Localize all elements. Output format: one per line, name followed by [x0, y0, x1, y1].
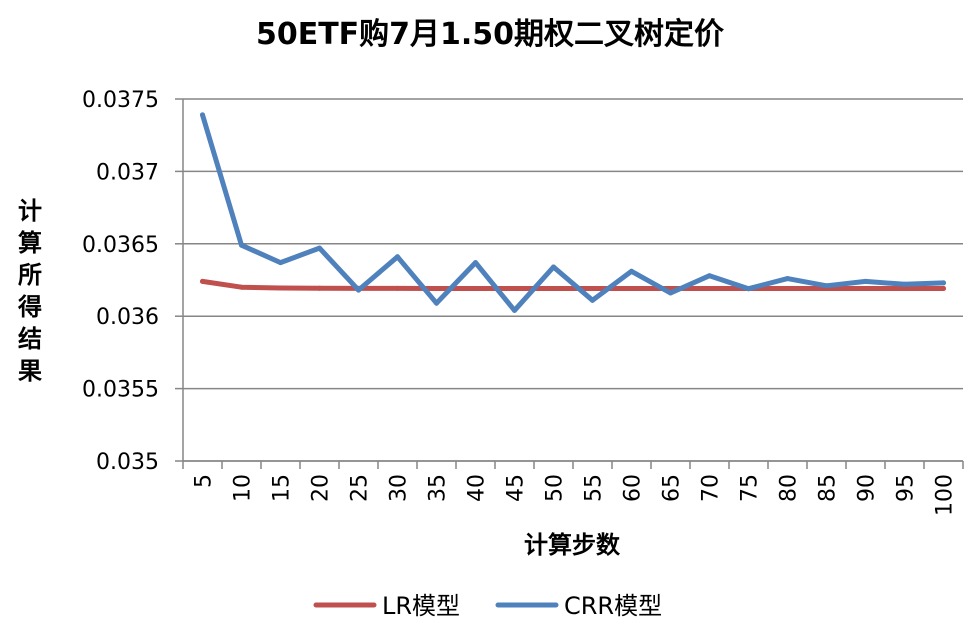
data-point [434, 300, 439, 306]
data-point [707, 286, 712, 291]
data-point [902, 281, 907, 287]
gridlines [183, 98, 963, 462]
x-tick-label: 55 [582, 474, 607, 502]
data-point [239, 242, 244, 248]
data-point [785, 286, 790, 291]
data-point [473, 286, 478, 291]
data-point [902, 286, 907, 291]
y-axis: 0.035 0.0355 0.036 0.0365 0.037 0.0375 [82, 88, 184, 475]
data-point [512, 307, 517, 313]
data-point [278, 260, 283, 266]
data-point [707, 273, 712, 279]
x-tick-label: 85 [816, 474, 841, 502]
x-tick-label: 60 [621, 474, 646, 502]
series-lines [200, 112, 946, 313]
data-point [941, 286, 946, 291]
y-tick-label: 0.0365 [82, 233, 159, 258]
data-point [278, 285, 283, 291]
legend: LR模型 CRR模型 [313, 592, 662, 620]
x-tick-label: 10 [231, 474, 256, 502]
y-axis-title-char: 得 [17, 293, 42, 321]
data-point [629, 268, 634, 274]
series-line-0 [200, 278, 946, 291]
x-tick-label: 100 [933, 474, 958, 516]
x-tick-label: 25 [348, 474, 373, 502]
data-point [395, 254, 400, 260]
x-tick-label: 45 [504, 474, 529, 502]
y-tick-label: 0.0355 [82, 378, 159, 403]
data-point [863, 286, 868, 291]
x-tick-label: 70 [699, 474, 724, 502]
x-tick-label: 50 [543, 474, 568, 502]
y-tick-label: 0.0375 [82, 88, 159, 113]
data-point [863, 278, 868, 284]
data-point [395, 285, 400, 291]
series-line-1 [200, 112, 946, 313]
x-tick-label: 75 [738, 474, 763, 502]
data-point [746, 286, 751, 292]
chart-title: 50ETF购7月1.50期权二叉树定价 [256, 17, 724, 52]
data-point [824, 283, 829, 289]
data-point [590, 286, 595, 291]
x-tick-label: 95 [894, 474, 919, 502]
data-point [629, 286, 634, 291]
data-point [200, 278, 205, 284]
data-point [473, 260, 478, 266]
data-point [317, 245, 322, 251]
data-point [590, 297, 595, 303]
legend-label: CRR模型 [564, 592, 662, 620]
x-tick-label: 90 [855, 474, 880, 502]
data-point [512, 286, 517, 291]
data-point [239, 284, 244, 290]
x-axis: 5 10 15 20 25 30 35 40 45 50 55 60 65 70 75 80 85 90 95 100 [182, 460, 964, 516]
x-tick-label: 40 [465, 474, 490, 502]
data-point [200, 112, 205, 118]
y-tick-label: 0.036 [96, 305, 159, 330]
y-axis-title-char: 算 [18, 229, 42, 257]
x-tick-label: 65 [660, 474, 685, 502]
data-point [551, 264, 556, 270]
legend-label: LR模型 [382, 592, 460, 620]
y-axis-title-char: 果 [18, 357, 42, 385]
data-point [551, 286, 556, 291]
y-axis-title-char: 所 [18, 261, 42, 289]
data-point [356, 287, 361, 293]
plot-area: 0.035 0.0355 0.036 0.0365 0.037 0.0375 5 10 15 2… [82, 88, 964, 516]
y-tick-label: 0.035 [96, 450, 159, 475]
data-point [785, 276, 790, 282]
x-tick-label: 30 [387, 474, 412, 502]
x-tick-label: 80 [777, 474, 802, 502]
data-point [668, 290, 673, 296]
y-tick-label: 0.037 [96, 160, 159, 185]
x-tick-label: 5 [192, 474, 217, 488]
x-tick-label: 35 [426, 474, 451, 502]
y-axis-title-char: 结 [18, 325, 42, 353]
data-point [434, 286, 439, 291]
data-point [941, 280, 946, 286]
data-point [317, 285, 322, 291]
x-tick-label: 20 [309, 474, 334, 502]
y-axis-title-char: 计 [18, 197, 42, 225]
x-axis-title: 计算步数 [524, 531, 621, 559]
x-tick-label: 15 [270, 474, 295, 502]
